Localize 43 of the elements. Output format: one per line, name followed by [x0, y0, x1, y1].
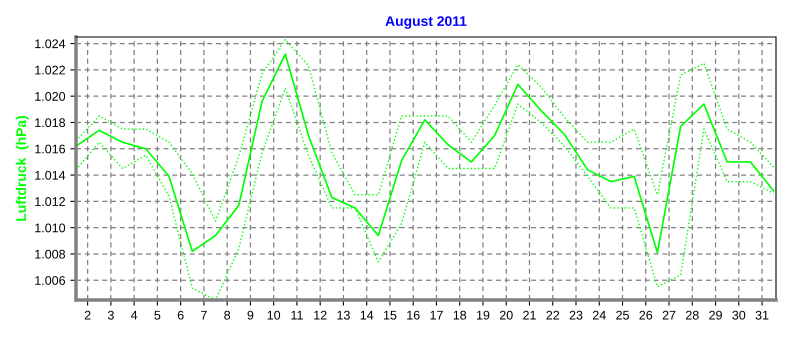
x-tick-label: 6	[178, 310, 184, 320]
x-tick-label: 11	[291, 310, 303, 320]
x-tick-label: 26	[639, 310, 652, 320]
x-tick-label: 14	[360, 310, 374, 320]
x-tick-label: 23	[570, 310, 582, 320]
x-tick-label: 10	[268, 310, 280, 320]
x-tick-label: 7	[201, 310, 207, 320]
x-tick-label: 9	[248, 310, 254, 320]
y-tick-label: 1.018	[35, 118, 66, 128]
y-tick-label: 1.022	[35, 66, 65, 75]
y-tick-label: 1.020	[35, 92, 66, 101]
y-tick-label: 1.016	[35, 144, 66, 154]
y-tick-label: 1.008	[35, 250, 66, 259]
y-axis-title: Luftdruck (hPa)	[16, 116, 29, 221]
x-tick-label: 29	[709, 310, 722, 320]
x-tick-label: 4	[130, 310, 138, 320]
y-tick-label: 1.010	[35, 223, 66, 232]
x-tick-label: 2	[84, 310, 90, 320]
chart-title: August 2011	[385, 16, 467, 29]
x-tick-label: 5	[154, 310, 160, 320]
x-tick-label: 16	[407, 310, 420, 320]
x-tick-label: 8	[224, 310, 230, 320]
y-tick-label: 1.006	[35, 276, 66, 285]
x-tick-label: 13	[337, 310, 350, 320]
y-tick-label: 1.012	[35, 197, 65, 206]
y-tick-label: 1.014	[35, 170, 66, 180]
x-tick-label: 21	[523, 310, 536, 320]
x-tick-label: 19	[476, 310, 490, 320]
x-tick-label: 31	[756, 310, 768, 320]
x-tick-label: 22	[546, 310, 560, 320]
x-tick-label: 12	[314, 310, 327, 320]
x-tick-label: 20	[500, 310, 513, 320]
x-tick-label: 3	[108, 310, 114, 320]
x-tick-label: 18	[454, 310, 466, 320]
x-tick-label: 27	[662, 310, 676, 320]
x-tick-label: 28	[686, 310, 699, 320]
x-tick-label: 24	[592, 310, 606, 320]
line-series	[76, 38, 774, 222]
x-tick-label: 17	[430, 310, 443, 320]
y-tick-label: 1.024	[35, 39, 66, 48]
x-tick-label: 30	[732, 310, 746, 320]
x-tick-label: 15	[384, 310, 396, 320]
x-tick-label: 25	[616, 310, 629, 320]
